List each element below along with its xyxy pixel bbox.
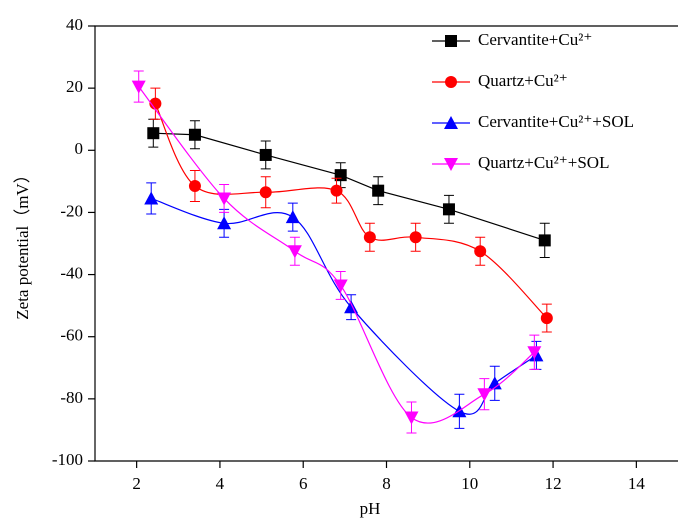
marker <box>144 191 159 205</box>
legend-label: Quartz+Cu²⁺+SOL <box>478 153 609 172</box>
y-tick-label: -20 <box>60 201 83 220</box>
legend-marker <box>445 35 457 47</box>
marker <box>131 80 146 94</box>
x-tick-label: 4 <box>216 474 225 493</box>
marker <box>344 300 359 314</box>
legend-marker <box>444 158 458 171</box>
x-tick-label: 6 <box>299 474 308 493</box>
marker <box>217 216 232 230</box>
marker <box>409 231 422 244</box>
series-line <box>151 197 537 415</box>
marker <box>404 411 419 425</box>
y-tick-label: -60 <box>60 326 83 345</box>
marker <box>527 346 542 360</box>
marker <box>147 127 160 140</box>
marker <box>540 312 553 325</box>
y-tick-label: 20 <box>66 77 83 96</box>
series-line <box>153 132 545 241</box>
y-axis-label: Zeta potential（mV） <box>13 166 32 319</box>
marker <box>477 388 492 402</box>
x-axis-label: pH <box>360 499 381 518</box>
x-tick-label: 14 <box>628 474 646 493</box>
marker <box>372 184 385 197</box>
marker <box>217 192 232 206</box>
y-tick-label: -100 <box>52 450 83 469</box>
x-tick-label: 10 <box>461 474 478 493</box>
marker <box>287 245 302 259</box>
marker <box>474 245 487 258</box>
y-tick-label: 0 <box>75 139 84 158</box>
marker <box>363 231 376 244</box>
legend-label: Quartz+Cu²⁺ <box>478 71 568 90</box>
marker <box>188 180 201 193</box>
marker <box>330 184 343 197</box>
plot-frame <box>94 25 678 462</box>
marker <box>259 186 272 199</box>
legend-marker <box>445 76 457 88</box>
marker <box>285 210 300 224</box>
y-tick-label: 40 <box>66 15 83 34</box>
marker <box>259 148 272 161</box>
marker <box>487 376 502 390</box>
marker <box>188 128 201 141</box>
x-tick-label: 12 <box>545 474 562 493</box>
marker <box>149 97 162 110</box>
y-tick-label: -40 <box>60 263 83 282</box>
series-line <box>154 103 548 319</box>
legend-marker <box>444 116 458 129</box>
marker <box>538 234 551 247</box>
marker <box>333 279 348 293</box>
x-tick-label: 8 <box>382 474 391 493</box>
y-tick-label: -80 <box>60 388 83 407</box>
marker <box>442 203 455 216</box>
x-tick-label: 2 <box>132 474 141 493</box>
legend-label: Cervantite+Cu²⁺ <box>478 30 592 49</box>
legend-label: Cervantite+Cu²⁺+SOL <box>478 112 634 131</box>
